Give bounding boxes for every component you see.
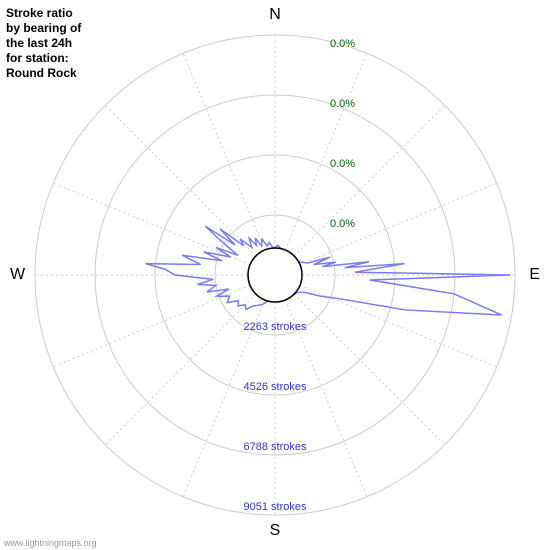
stroke-count-label: 6788 strokes [244, 441, 307, 453]
pct-label: 0.0% [330, 38, 355, 50]
stroke-count-label: 9051 strokes [244, 501, 307, 513]
polar-chart [0, 0, 550, 550]
pct-label: 0.0% [330, 158, 355, 170]
pct-label: 0.0% [330, 98, 355, 110]
stroke-count-label: 4526 strokes [244, 381, 307, 393]
attribution-text: www.lightningmaps.org [4, 538, 97, 548]
pct-label: 0.0% [330, 218, 355, 230]
stroke-count-label: 2263 strokes [244, 321, 307, 333]
